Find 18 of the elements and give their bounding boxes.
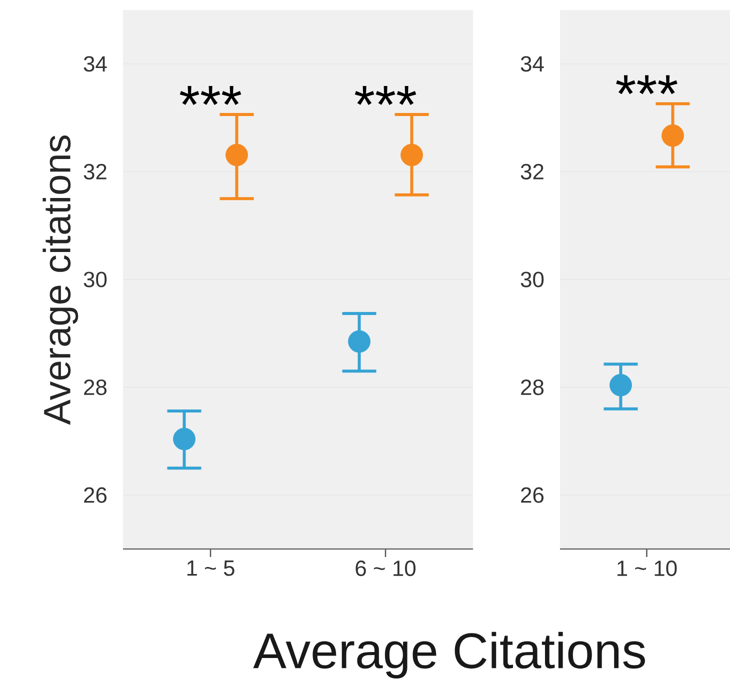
annotation: *** <box>616 75 678 94</box>
y-axis-title: Average citations <box>42 136 78 425</box>
y-tick-label: 32 <box>520 164 544 180</box>
annotation: *** <box>180 86 242 105</box>
y-tick-label: 28 <box>84 380 107 396</box>
y-tick-label: 26 <box>521 487 544 503</box>
y-tick-label: 32 <box>84 164 106 180</box>
x-tick-label: 1 ~ 5 <box>187 560 234 576</box>
y-tick-label: 34 <box>84 56 107 72</box>
x-axis-title: Average Citations <box>253 632 645 678</box>
y-tick-label: 30 <box>84 272 107 288</box>
x-tick-label: 1 ~ 10 <box>618 560 677 576</box>
y-tick-label: 26 <box>84 487 107 503</box>
y-tick-label: 30 <box>520 272 544 288</box>
x-tick-label: 6 ~ 10 <box>356 560 416 576</box>
y-tick-label: 34 <box>520 56 544 72</box>
annotation: *** <box>354 86 416 105</box>
y-tick-label: 28 <box>521 380 544 396</box>
